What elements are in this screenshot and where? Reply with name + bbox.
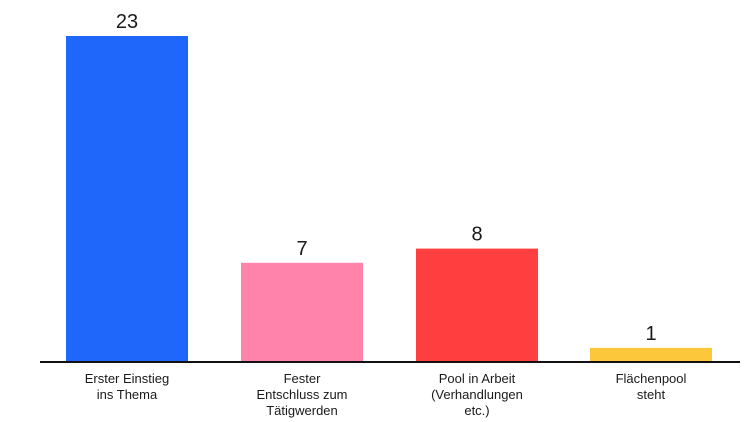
category-label-line: Entschluss zum <box>256 387 347 402</box>
category-label-line: Pool in Arbeit <box>439 371 516 386</box>
category-label-line: Flächenpool <box>616 371 687 386</box>
bar-1 <box>66 36 188 362</box>
value-label-4: 1 <box>645 323 656 345</box>
value-label-3: 8 <box>471 224 482 246</box>
value-label-2: 7 <box>296 238 307 260</box>
bars-group <box>66 36 712 362</box>
value-label-1: 23 <box>116 11 138 33</box>
category-label-line: steht <box>637 387 666 402</box>
category-label-line: ins Thema <box>97 387 158 402</box>
bar-4 <box>590 347 712 362</box>
category-label-3: Pool in Arbeit (Verhandlungen etc.) <box>431 371 523 418</box>
bar-2 <box>241 262 363 362</box>
category-label-1: Erster Einstieg ins Thema <box>85 371 170 402</box>
category-label-line: etc.) <box>464 403 489 418</box>
category-label-2: Fester Entschluss zum Tätigwerden <box>256 371 347 418</box>
category-labels-group: Erster Einstieg ins Thema Fester Entschluss… <box>85 371 687 418</box>
bar-3 <box>416 248 538 362</box>
category-label-line: (Verhandlungen <box>431 387 523 402</box>
category-label-4: Flächenpool steht <box>616 371 687 402</box>
category-label-line: Tätigwerden <box>266 403 338 418</box>
category-label-line: Fester <box>284 371 322 386</box>
category-label-line: Erster Einstieg <box>85 371 170 386</box>
value-labels-group: 23 7 8 1 <box>116 11 657 345</box>
